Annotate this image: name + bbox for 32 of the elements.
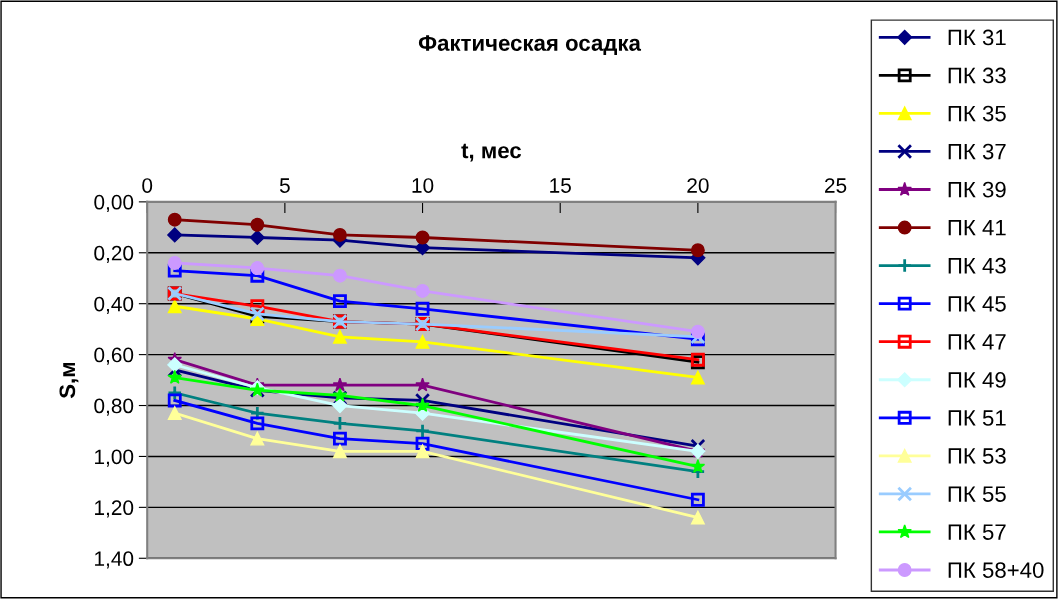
legend-label: ПК 35: [948, 105, 1006, 122]
legend-label: ПК 43: [948, 257, 1006, 274]
x-tick-label: 25: [825, 178, 847, 193]
y-tick-label: 0,80: [94, 398, 134, 416]
y-tick-label: 0,40: [94, 296, 134, 314]
legend-label: ПК 53: [948, 448, 1006, 464]
x-tick-label: 15: [550, 178, 571, 193]
y-tick-label: 1,00: [95, 449, 134, 467]
legend-label: ПК 45: [948, 296, 1006, 312]
x-axis-title: t, мес: [461, 143, 522, 162]
y-tick-label: 0,20: [94, 245, 134, 263]
legend-label: ПК 58+40: [948, 562, 1044, 578]
x-tick-label: 0: [142, 178, 153, 193]
legend-label: ПК 47: [948, 334, 1006, 350]
legend-label: ПК 49: [948, 372, 1006, 388]
x-tick-label: 20: [687, 178, 709, 193]
y-tick-label: 0,60: [94, 347, 134, 365]
y-tick-label: 0,00: [94, 194, 134, 213]
legend-label: ПК 31: [948, 29, 1006, 46]
y-tick-label: 1,40: [95, 551, 134, 569]
x-tick-label: 10: [412, 178, 434, 193]
legend-label: ПК 55: [948, 486, 1006, 502]
legend-label: ПК 51: [948, 410, 1006, 426]
legend-label: ПК 37: [948, 143, 1006, 160]
chart-title: Фактическая осадка: [418, 35, 642, 56]
y-tick-label: 1,20: [95, 500, 134, 518]
legend-label: ПК 57: [948, 524, 1006, 540]
y-axis-title: S,м: [59, 362, 79, 399]
legend-label: ПК 33: [948, 67, 1006, 84]
legend-label: ПК 39: [948, 181, 1006, 198]
legend-label: ПК 41: [948, 220, 1006, 236]
x-tick-label: 5: [279, 178, 290, 193]
